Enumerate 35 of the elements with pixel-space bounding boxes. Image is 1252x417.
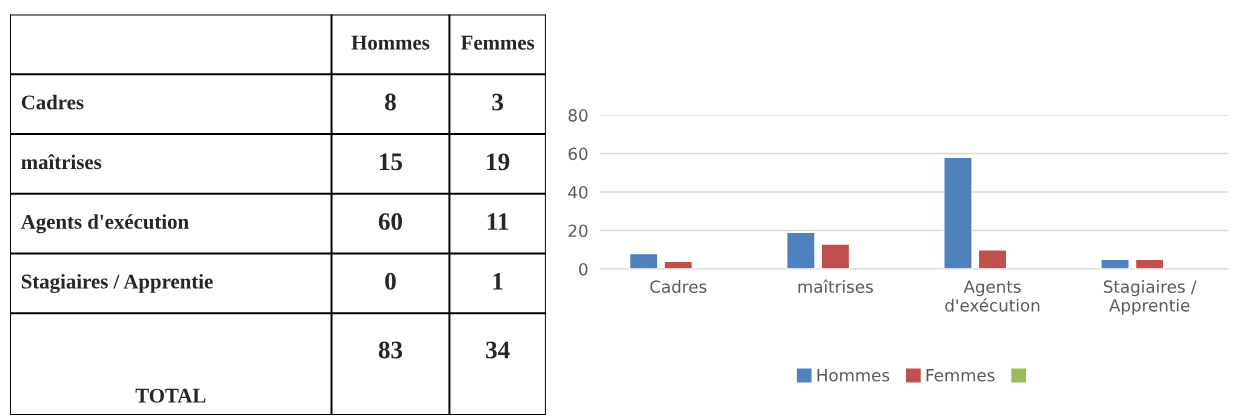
bar: [943, 156, 973, 269]
y-tick-label: 60: [568, 147, 588, 161]
data-label: 11: [487, 213, 509, 230]
data-label: 83: [378, 341, 403, 359]
y-tick-label: 20: [568, 224, 588, 238]
x-tick-label: Stagiaires / Apprentie: [1103, 280, 1197, 315]
data-label: 60: [378, 213, 403, 230]
bar: [663, 260, 694, 269]
text: Femmes: [460, 35, 535, 50]
x-tick-label: Agents d'exécution: [945, 280, 1040, 312]
bar: [1134, 258, 1165, 269]
data-label: 8: [385, 93, 396, 111]
bar: [820, 243, 851, 269]
y-tick-label: 80: [568, 109, 588, 122]
data-label: 1: [493, 272, 503, 290]
data-label: 15: [379, 153, 403, 171]
bar: [628, 252, 659, 269]
y-tick-label: 40: [568, 185, 588, 199]
legend-label: Hommes: [817, 369, 890, 382]
y-tick-label: 0: [579, 262, 588, 276]
category-label: maîtrises: [21, 154, 102, 170]
data-label: 3: [492, 93, 504, 111]
bar: [977, 249, 1008, 269]
legend-label: Femmes: [926, 369, 995, 382]
text: Hommes: [351, 35, 430, 50]
bar: [1100, 258, 1130, 269]
data-label: 0: [385, 272, 396, 290]
category-label: Agents d'exécution: [20, 214, 189, 234]
x-tick-label: maîtrises: [798, 279, 873, 293]
category-label: Cadres: [21, 94, 84, 110]
data-label: 19: [487, 153, 510, 171]
category-label: TOTAL: [135, 388, 206, 403]
bar: [785, 231, 816, 269]
data-label: 34: [486, 341, 510, 359]
x-tick-label: Cadres: [650, 280, 707, 293]
